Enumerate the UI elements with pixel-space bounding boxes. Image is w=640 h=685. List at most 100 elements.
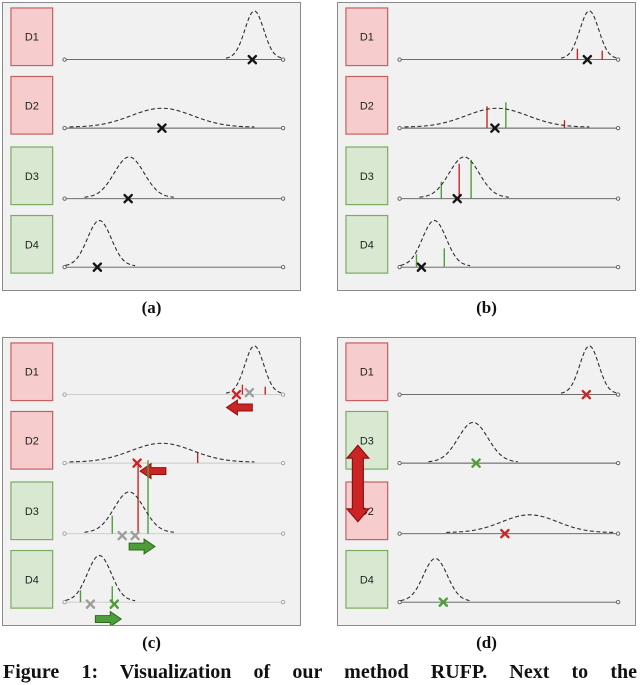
- axis-endpoint: [397, 125, 402, 131]
- panel-b: D1 D2 D3 D4: [337, 2, 636, 291]
- panel-a-cell: D1 D2 D3 D4 (a): [2, 2, 301, 325]
- dataset-box-D2: [345, 75, 389, 135]
- panel-d-cell: D1D3D2D4 (d): [337, 337, 636, 660]
- dataset-box-D4: [345, 214, 389, 274]
- dataset-box-D4: [10, 214, 54, 274]
- gaussian-curve: [419, 156, 509, 198]
- axis-endpoint: [62, 460, 67, 466]
- dataset-box-D3: [10, 146, 54, 206]
- dataset-box-label: D3: [360, 171, 374, 183]
- gaussian-curve: [560, 10, 618, 59]
- axis-endpoint: [397, 57, 402, 62]
- left-block-arrow: [139, 462, 167, 480]
- axis-endpoint: [615, 531, 621, 536]
- dataset-box-D1: [10, 342, 54, 402]
- panel-c-canvas: D1 D2 D3 D4: [10, 342, 286, 625]
- x-marker-black: [452, 193, 462, 204]
- axis-endpoint: [280, 392, 286, 397]
- axis-endpoint: [615, 125, 621, 131]
- axis-endpoint: [280, 57, 286, 62]
- dataset-box-label: D2: [25, 435, 39, 447]
- gaussian-curve: [404, 107, 590, 128]
- right-block-arrow: [94, 610, 123, 625]
- gaussian-curve: [400, 557, 472, 602]
- axis-endpoint: [280, 600, 286, 605]
- axis-endpoint: [62, 265, 67, 270]
- axis-endpoint: [615, 392, 621, 397]
- axis-endpoint: [397, 265, 402, 270]
- axis-endpoint: [397, 531, 402, 536]
- axis-endpoint: [280, 265, 286, 270]
- gaussian-curve: [65, 219, 136, 267]
- gaussian-curve: [65, 554, 136, 602]
- panel-b-cell: D1 D2 D3 D4 (b): [337, 2, 636, 325]
- x-marker-green: [471, 458, 481, 468]
- gaussian-curve: [69, 442, 255, 463]
- panel-a: D1 D2 D3 D4: [2, 2, 301, 291]
- x-marker-green: [109, 599, 120, 609]
- axis-endpoint: [62, 196, 67, 201]
- dataset-box-label: D1: [25, 367, 39, 379]
- axis-endpoint: [615, 196, 621, 201]
- gaussian-curve: [446, 514, 614, 533]
- x-marker-black: [123, 193, 133, 204]
- panel-c-cell: D1 D2 D3 D4 (c): [2, 337, 301, 660]
- x-marker-red: [231, 389, 242, 400]
- dataset-box-label: D4: [360, 239, 374, 251]
- gaussian-curve: [84, 491, 174, 533]
- right-block-arrow: [128, 538, 156, 555]
- axis-endpoint: [615, 57, 621, 62]
- axis-endpoint: [397, 600, 402, 605]
- x-marker-red: [581, 389, 592, 400]
- dataset-box-D2: [10, 410, 54, 470]
- dataset-box-D4: [10, 549, 54, 609]
- panel-a-canvas: D1 D2 D3 D4: [10, 7, 286, 274]
- axis-endpoint: [397, 460, 402, 466]
- panel-d: D1D3D2D4: [337, 337, 636, 626]
- dataset-box-label: D3: [25, 506, 39, 518]
- dataset-box-label: D1: [360, 367, 374, 379]
- axis-endpoint: [280, 196, 286, 201]
- dataset-box-label: D1: [360, 32, 374, 44]
- dataset-box-D1: [345, 7, 389, 67]
- dataset-box-label: D3: [25, 171, 39, 183]
- figure-grid: D1 D2 D3 D4 (a) D1 D2 D3 D4 (b) D1 D2 D3 D4 (c) D…: [2, 2, 636, 660]
- axis-endpoint: [280, 531, 286, 536]
- dataset-box-label: D3: [360, 435, 374, 447]
- gaussian-curve: [69, 107, 255, 128]
- x-marker-gray: [85, 599, 96, 609]
- x-marker-red: [132, 458, 142, 468]
- x-marker-red: [500, 528, 510, 539]
- gaussian-curve: [225, 345, 283, 394]
- axis-endpoint: [615, 460, 621, 466]
- x-marker-black: [582, 54, 593, 65]
- gaussian-curve: [225, 10, 283, 59]
- x-marker-black: [490, 123, 500, 133]
- panel-c-label: (c): [142, 633, 161, 652]
- x-marker-green: [438, 597, 449, 607]
- x-marker-black: [157, 123, 167, 133]
- axis-endpoint: [615, 600, 621, 605]
- x-marker-black: [92, 262, 103, 272]
- panel-c: D1 D2 D3 D4: [2, 337, 301, 626]
- gaussian-curve: [400, 219, 471, 267]
- panel-b-canvas: D1 D2 D3 D4: [345, 7, 621, 274]
- dataset-box-label: D2: [360, 100, 374, 112]
- axis-endpoint: [397, 196, 402, 201]
- x-marker-black: [247, 54, 258, 65]
- axis-endpoint: [615, 265, 621, 270]
- x-marker-gray: [130, 530, 140, 541]
- swap-arrow: [345, 444, 371, 523]
- dataset-box-D3: [10, 481, 54, 541]
- dataset-box-label: D4: [360, 574, 374, 586]
- dataset-box-label: D4: [25, 574, 39, 586]
- axis-endpoint: [280, 125, 286, 131]
- panel-b-label: (b): [476, 298, 497, 317]
- axis-endpoint: [62, 392, 67, 397]
- dataset-box-D1: [10, 7, 54, 67]
- axis-endpoint: [280, 460, 286, 466]
- dataset-box-D4: [345, 549, 389, 609]
- gaussian-curve: [560, 345, 618, 394]
- gaussian-curve: [84, 156, 174, 198]
- axis-endpoint: [397, 392, 402, 397]
